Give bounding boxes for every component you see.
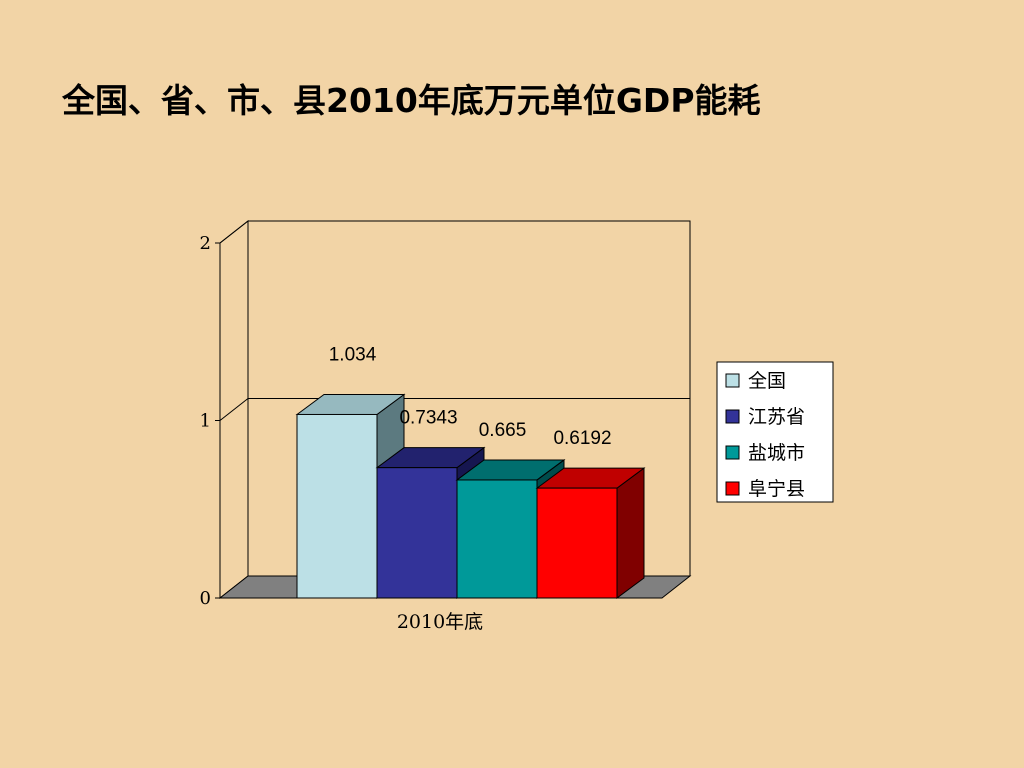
bar (536, 487, 618, 599)
chart-bars (295, 393, 646, 599)
bar (376, 467, 458, 599)
data-label: 0.6192 (553, 428, 611, 449)
gridline-side (219, 220, 249, 244)
chart-data-labels: 1.034 0.7343 0.665 0.6192 (329, 344, 612, 449)
y-tick-label: 2 (200, 233, 211, 254)
data-label: 0.7343 (399, 408, 457, 429)
bar (456, 479, 538, 599)
legend-swatch (725, 445, 740, 460)
data-label: 0.665 (479, 420, 527, 441)
x-axis-labels: 2010年底 (397, 611, 483, 633)
legend-label: 阜宁县 (748, 478, 805, 500)
legend-label: 江苏省 (748, 406, 805, 428)
gridline-side (219, 398, 249, 421)
x-tick-label: 2010年底 (397, 611, 483, 633)
data-label: 1.034 (329, 344, 377, 365)
legend-swatch (725, 481, 740, 496)
legend-swatch (725, 409, 740, 424)
chart-gridlines (219, 220, 690, 421)
legend-label: 盐城市 (748, 442, 805, 464)
legend-label: 全国 (748, 370, 786, 392)
bar (296, 413, 378, 599)
slide-title: 全国、省、市、县2010年底万元单位GDP能耗 (62, 81, 761, 120)
legend-swatch (725, 373, 740, 388)
bar-side (616, 467, 645, 599)
y-tick-label: 0 (200, 588, 211, 609)
y-axis-ticks: 0 1 2 (200, 233, 221, 609)
y-tick-label: 1 (200, 411, 211, 432)
